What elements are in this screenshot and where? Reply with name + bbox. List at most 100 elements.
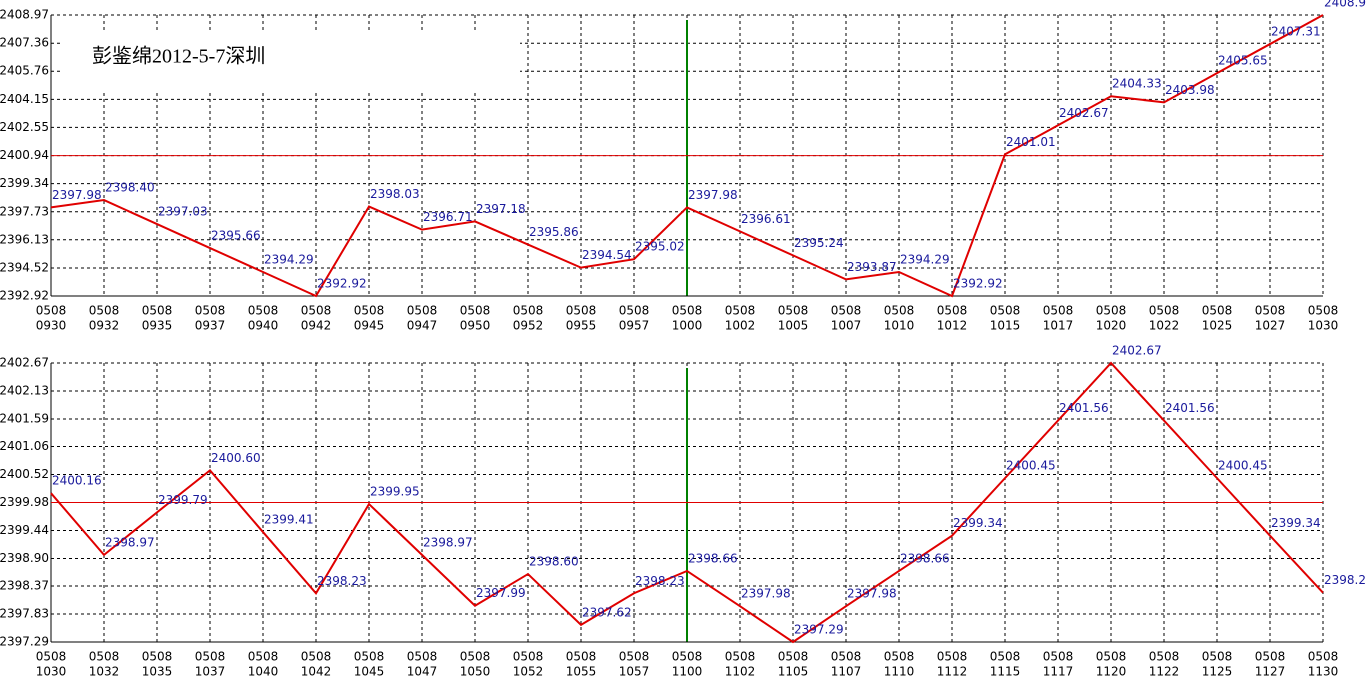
data-label: 2396.71	[423, 210, 473, 224]
x-tick-date: 0508	[354, 304, 385, 318]
x-tick-time: 1047	[407, 665, 438, 679]
data-label: 2399.34	[1271, 516, 1321, 530]
x-tick-date: 0508	[619, 650, 650, 664]
x-tick-time: 0947	[407, 319, 438, 333]
x-tick-time: 1040	[248, 665, 279, 679]
y-tick-label: 2398.90	[0, 551, 49, 565]
x-tick-date: 0508	[725, 304, 756, 318]
data-label: 2400.60	[211, 451, 261, 465]
x-tick-time: 1102	[725, 665, 756, 679]
x-tick-time: 1032	[89, 665, 120, 679]
x-tick-time: 1030	[1308, 319, 1339, 333]
data-label: 2397.18	[476, 202, 526, 216]
x-tick-time: 1002	[725, 319, 756, 333]
x-tick-date: 0508	[884, 304, 915, 318]
data-label: 2398.66	[688, 551, 738, 565]
data-label: 2404.33	[1112, 77, 1162, 91]
x-tick-date: 0508	[89, 650, 120, 664]
x-tick-date: 0508	[884, 650, 915, 664]
x-tick-date: 0508	[1308, 304, 1339, 318]
data-label: 2394.29	[264, 253, 314, 267]
x-tick-date: 0508	[407, 650, 438, 664]
y-tick-label: 2408.97	[0, 8, 49, 22]
data-label: 2398.24	[1324, 573, 1366, 587]
data-label: 2392.92	[953, 277, 1003, 291]
data-label: 2400.45	[1218, 459, 1268, 473]
x-tick-date: 0508	[1149, 650, 1180, 664]
data-label: 2399.95	[370, 485, 420, 499]
x-tick-date: 0508	[142, 650, 173, 664]
x-tick-date: 0508	[778, 650, 809, 664]
x-tick-date: 0508	[672, 650, 703, 664]
data-label: 2403.98	[1165, 83, 1215, 97]
data-label: 2396.61	[741, 212, 791, 226]
x-tick-date: 0508	[142, 304, 173, 318]
x-tick-date: 0508	[301, 650, 332, 664]
data-label: 2397.99	[476, 586, 526, 600]
x-tick-time: 1122	[1149, 665, 1180, 679]
x-tick-date: 0508	[1096, 650, 1127, 664]
x-tick-time: 1027	[1255, 319, 1286, 333]
x-tick-time: 1117	[1043, 665, 1074, 679]
x-tick-time: 1120	[1096, 665, 1127, 679]
x-tick-date: 0508	[566, 304, 597, 318]
x-tick-time: 1100	[672, 665, 703, 679]
x-tick-date: 0508	[513, 650, 544, 664]
x-tick-time: 1130	[1308, 665, 1339, 679]
data-label: 2399.41	[264, 513, 314, 527]
data-label: 2399.34	[953, 516, 1003, 530]
data-label: 2401.56	[1165, 401, 1215, 415]
data-label: 2397.03	[158, 205, 208, 219]
data-label: 2400.16	[52, 474, 102, 488]
x-tick-time: 1127	[1255, 665, 1286, 679]
x-tick-date: 0508	[831, 650, 862, 664]
x-tick-date: 0508	[1096, 304, 1127, 318]
y-tick-label: 2400.52	[0, 467, 49, 481]
x-tick-time: 1042	[301, 665, 332, 679]
y-tick-label: 2396.13	[0, 232, 49, 246]
data-line	[50, 361, 1324, 644]
data-label: 2397.98	[52, 188, 102, 202]
x-tick-time: 1055	[566, 665, 597, 679]
y-tick-label: 2392.92	[0, 289, 49, 303]
x-tick-time: 1115	[990, 665, 1021, 679]
data-label: 2397.29	[794, 623, 844, 637]
y-tick-label: 2402.67	[0, 356, 49, 370]
data-label: 2398.40	[105, 181, 155, 195]
x-tick-date: 0508	[1255, 650, 1286, 664]
y-tick-label: 2402.13	[0, 384, 49, 398]
x-tick-time: 1010	[884, 319, 915, 333]
x-tick-time: 1052	[513, 665, 544, 679]
x-tick-time: 1110	[884, 665, 915, 679]
x-tick-time: 0932	[89, 319, 120, 333]
x-tick-date: 0508	[1043, 650, 1074, 664]
x-tick-date: 0508	[566, 650, 597, 664]
data-label: 2398.03	[370, 187, 420, 201]
data-label: 2394.54	[582, 248, 632, 262]
x-tick-date: 0508	[36, 650, 67, 664]
x-tick-date: 0508	[1202, 304, 1233, 318]
data-label: 2405.65	[1218, 54, 1268, 68]
x-tick-time: 1025	[1202, 319, 1233, 333]
data-label: 2395.66	[211, 229, 261, 243]
x-tick-date: 0508	[1308, 650, 1339, 664]
y-tick-label: 2394.52	[0, 260, 49, 274]
x-tick-time: 1045	[354, 665, 385, 679]
title-box	[60, 30, 520, 92]
x-tick-date: 0508	[672, 304, 703, 318]
data-label: 2401.01	[1006, 135, 1056, 149]
x-tick-date: 0508	[1202, 650, 1233, 664]
data-label: 2398.60	[529, 555, 579, 569]
data-label: 2397.98	[741, 587, 791, 601]
x-tick-time: 1107	[831, 665, 862, 679]
y-tick-label: 2399.44	[0, 523, 49, 537]
x-tick-date: 0508	[407, 304, 438, 318]
data-label: 2407.31	[1271, 25, 1321, 39]
x-tick-date: 0508	[354, 650, 385, 664]
y-tick-label: 2398.37	[0, 578, 49, 592]
x-tick-time: 1022	[1149, 319, 1180, 333]
x-tick-date: 0508	[248, 304, 279, 318]
x-tick-time: 1000	[672, 319, 703, 333]
